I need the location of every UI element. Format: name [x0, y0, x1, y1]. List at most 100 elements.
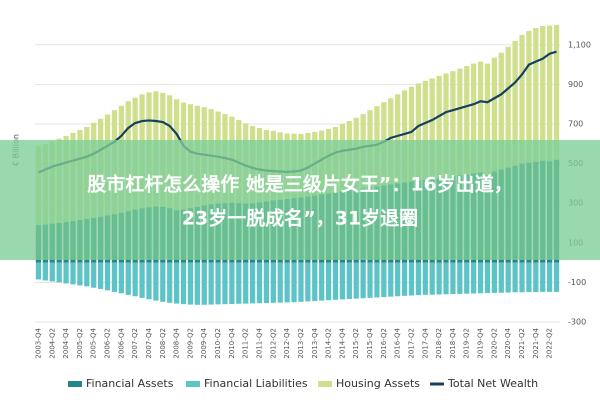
- bar: [284, 262, 290, 303]
- bar: [360, 262, 366, 299]
- bar: [70, 262, 76, 285]
- bar: [484, 262, 491, 294]
- bar: [256, 262, 263, 304]
- bar: [471, 63, 477, 174]
- bar: [77, 262, 83, 286]
- bar: [519, 34, 525, 164]
- y-tick-label: -300: [568, 318, 586, 327]
- bar: [512, 40, 518, 166]
- bar: [132, 262, 138, 297]
- x-tick-label: 2009-Q2: [186, 328, 194, 359]
- x-tick-label: 2021-Q2: [518, 328, 526, 359]
- x-tick-label: 2018-Q2: [435, 328, 443, 359]
- bar: [325, 262, 332, 301]
- bar: [498, 262, 504, 293]
- x-tick-label: 2011-Q2: [242, 328, 250, 359]
- bar: [98, 262, 104, 289]
- bar: [457, 68, 463, 176]
- x-tick-label: 2020-Q4: [504, 327, 512, 358]
- x-tick-label: 2007-Q2: [131, 328, 139, 359]
- bar: [512, 262, 518, 293]
- bar: [498, 52, 504, 170]
- bar: [374, 262, 380, 298]
- bar: [408, 262, 415, 296]
- bar: [173, 262, 180, 304]
- bar: [367, 262, 373, 298]
- x-tick-label: 2015-Q4: [366, 327, 374, 358]
- bar: [353, 262, 359, 299]
- bar: [395, 94, 401, 184]
- bar: [401, 262, 408, 296]
- x-tick-label: 2004-Q2: [48, 328, 56, 359]
- bar: [505, 262, 511, 293]
- bar: [125, 262, 131, 295]
- bar: [332, 262, 339, 300]
- bar: [553, 25, 560, 160]
- x-tick-label: 2015-Q2: [352, 328, 360, 359]
- x-tick-label: 2008-Q4: [173, 327, 181, 358]
- bar: [312, 262, 318, 302]
- bar: [436, 75, 442, 179]
- x-tick-label: 2012-Q2: [269, 328, 277, 359]
- bar: [236, 262, 242, 304]
- bar: [443, 73, 449, 178]
- bar: [180, 262, 187, 305]
- x-tick-label: 2007-Q4: [145, 327, 153, 358]
- x-tick-label: 2010-Q4: [228, 327, 236, 358]
- bar: [111, 262, 118, 292]
- bar: [553, 262, 560, 292]
- bar: [305, 262, 311, 302]
- legend-label: Total Net Wealth: [447, 377, 538, 390]
- x-tick-label: 2014-Q2: [325, 328, 333, 359]
- bar: [450, 71, 456, 177]
- bar: [547, 25, 553, 162]
- bar: [243, 262, 249, 304]
- bar: [215, 262, 221, 305]
- legend-swatch: [318, 381, 332, 387]
- bar: [471, 262, 477, 294]
- bar: [63, 262, 69, 284]
- banner-text: 23岁一脱成名”，31岁退圈: [182, 207, 418, 230]
- x-tick-label: 2016-Q2: [380, 328, 388, 359]
- x-tick-label: 2022-Q2: [546, 328, 554, 359]
- bar: [415, 262, 422, 296]
- bar: [381, 262, 387, 298]
- bar: [153, 262, 159, 301]
- bar: [298, 262, 304, 302]
- x-tick-label: 2010-Q2: [214, 328, 222, 359]
- bar: [104, 262, 111, 291]
- bar: [484, 63, 491, 176]
- legend-swatch: [186, 381, 200, 387]
- bar: [339, 262, 346, 300]
- x-tick-label: 2021-Q4: [532, 327, 540, 358]
- bar: [118, 262, 124, 294]
- bar: [263, 262, 270, 303]
- x-tick-label: 2017-Q4: [421, 327, 429, 358]
- bar: [401, 90, 408, 183]
- x-tick-label: 2009-Q4: [200, 327, 208, 358]
- x-tick-label: 2014-Q4: [338, 327, 346, 358]
- x-tick-label: 2013-Q4: [311, 327, 319, 358]
- legend-label: Financial Assets: [86, 377, 174, 390]
- bar: [457, 262, 463, 294]
- bar: [49, 262, 55, 282]
- banner: [0, 140, 600, 260]
- y-tick-label: 1,100: [568, 40, 591, 49]
- legend-swatch: [68, 381, 82, 387]
- x-tick-label: 2006-Q4: [117, 327, 125, 358]
- bar: [160, 262, 166, 302]
- bar: [91, 262, 97, 288]
- bar: [249, 262, 256, 304]
- bar: [395, 262, 401, 297]
- bar: [229, 262, 235, 304]
- bar: [477, 61, 484, 173]
- bar: [540, 262, 546, 292]
- bar: [443, 262, 449, 295]
- x-tick-label: 2017-Q2: [407, 328, 415, 359]
- bar: [291, 262, 297, 303]
- bar: [429, 78, 435, 180]
- bar: [35, 262, 42, 280]
- bar: [450, 262, 456, 295]
- bar: [533, 27, 539, 162]
- bar: [422, 262, 428, 295]
